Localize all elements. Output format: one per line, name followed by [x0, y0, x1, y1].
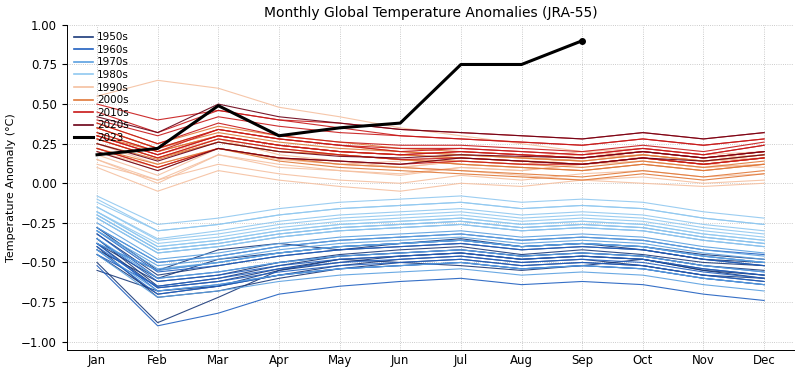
Legend: 1950s, 1960s, 1970s, 1980s, 1990s, 2000s, 2010s, 2020s, 2023: 1950s, 1960s, 1970s, 1980s, 1990s, 2000s… [70, 28, 133, 147]
Title: Monthly Global Temperature Anomalies (JRA-55): Monthly Global Temperature Anomalies (JR… [264, 6, 598, 19]
Y-axis label: Temperature Anomaly (°C): Temperature Anomaly (°C) [6, 113, 15, 261]
